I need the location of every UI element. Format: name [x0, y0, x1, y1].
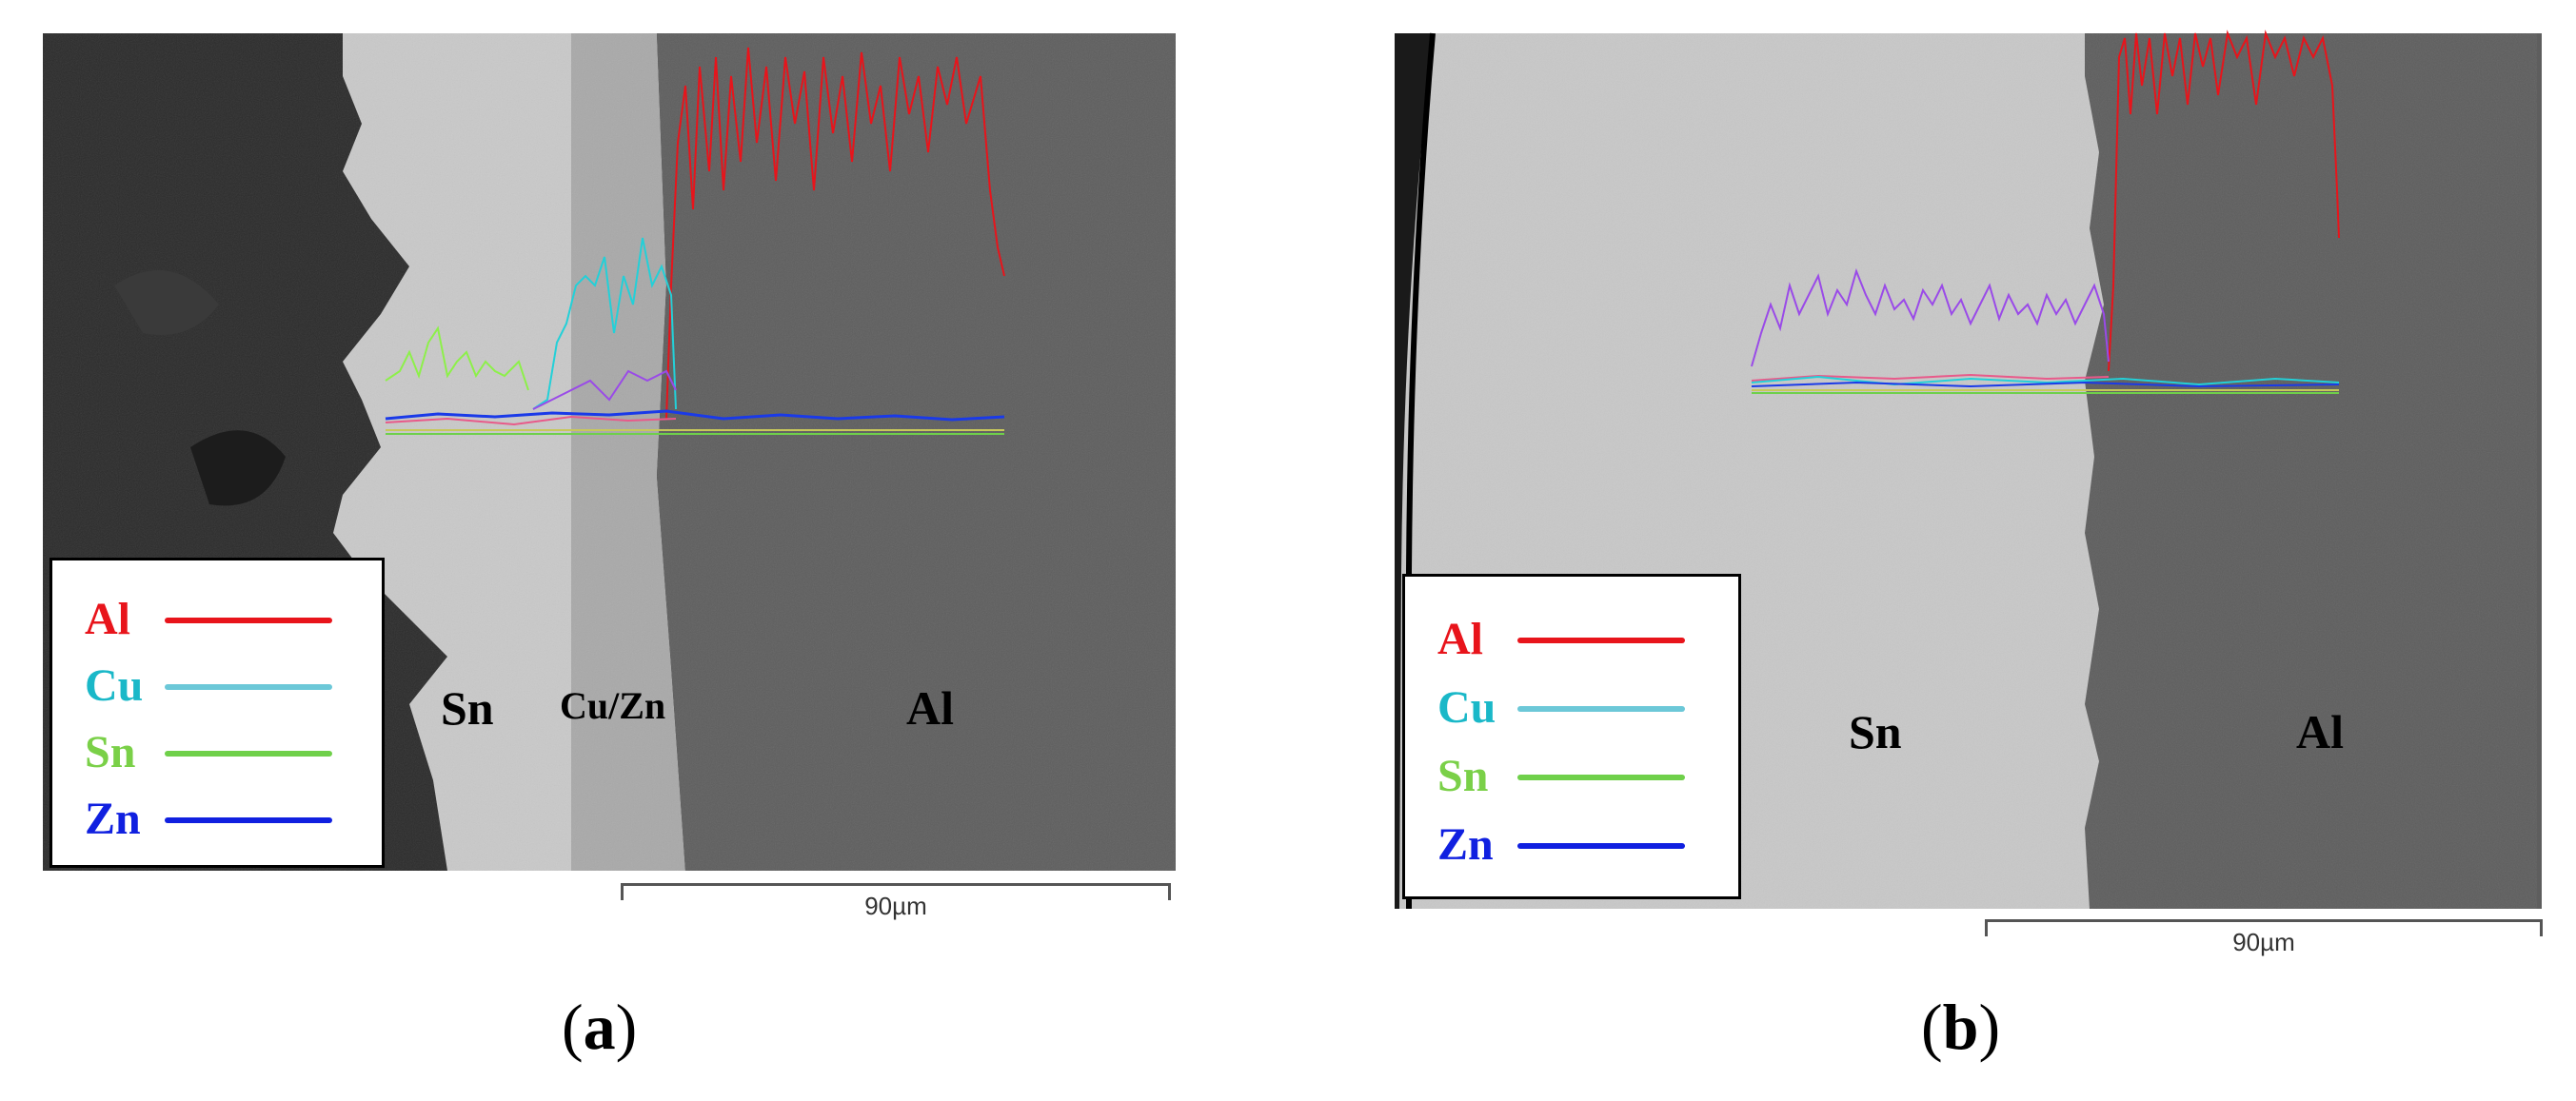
- panel-caption-a: (a): [562, 991, 638, 1063]
- legend-a: Al Cu Sn Zn: [50, 558, 385, 868]
- legend-swatch-sn: [165, 751, 332, 757]
- phase-label-sn: Sn: [1849, 705, 1902, 758]
- legend-row-al: Al: [52, 589, 382, 656]
- legend-swatch-al: [1517, 638, 1685, 643]
- phase-label-al: Al: [906, 681, 954, 735]
- scale-bar-a: 90µm: [621, 883, 1171, 920]
- phase-label-cu-zn: Cu/Zn: [560, 684, 666, 727]
- legend-label-zn: Zn: [1437, 819, 1494, 870]
- panel-a: Al Cu Sn Zn Sn Cu/Zn Al 90µm (a): [0, 0, 1238, 1101]
- legend-label-cu: Cu: [85, 660, 144, 711]
- legend-label-cu: Cu: [1437, 682, 1496, 733]
- scale-bar-b: 90µm: [1985, 919, 2543, 956]
- panel-b: Al Cu Sn Zn Sn Al 90µm (b): [1361, 0, 2576, 1101]
- phase-label-al: Al: [2296, 705, 2344, 758]
- legend-label-al: Al: [85, 594, 130, 644]
- legend-swatch-sn: [1517, 775, 1685, 780]
- legend-row-cu: Cu: [52, 656, 382, 722]
- legend-swatch-cu: [165, 684, 332, 690]
- legend-row-zn: Zn: [52, 789, 382, 855]
- scale-bar-label: 90µm: [864, 892, 927, 920]
- legend-row-sn: Sn: [52, 722, 382, 789]
- legend-label-sn: Sn: [1437, 751, 1489, 801]
- legend-b: Al Cu Sn Zn: [1402, 574, 1741, 899]
- legend-row-al: Al: [1405, 609, 1738, 676]
- legend-swatch-cu: [1517, 706, 1685, 712]
- legend-label-zn: Zn: [85, 794, 141, 844]
- eds-line-scan-a: [385, 47, 1005, 435]
- eds-line-scan-b: [1751, 29, 2340, 394]
- legend-swatch-zn: [1517, 843, 1685, 849]
- scale-bar-label: 90µm: [2232, 928, 2295, 956]
- phase-label-sn: Sn: [441, 681, 494, 735]
- legend-swatch-al: [165, 618, 332, 623]
- panel-caption-b: (b): [1921, 991, 2001, 1063]
- legend-label-sn: Sn: [85, 727, 136, 777]
- legend-row-zn: Zn: [1405, 815, 1738, 881]
- legend-row-cu: Cu: [1405, 678, 1738, 744]
- legend-swatch-zn: [165, 817, 332, 823]
- legend-label-al: Al: [1437, 614, 1483, 664]
- legend-row-sn: Sn: [1405, 746, 1738, 813]
